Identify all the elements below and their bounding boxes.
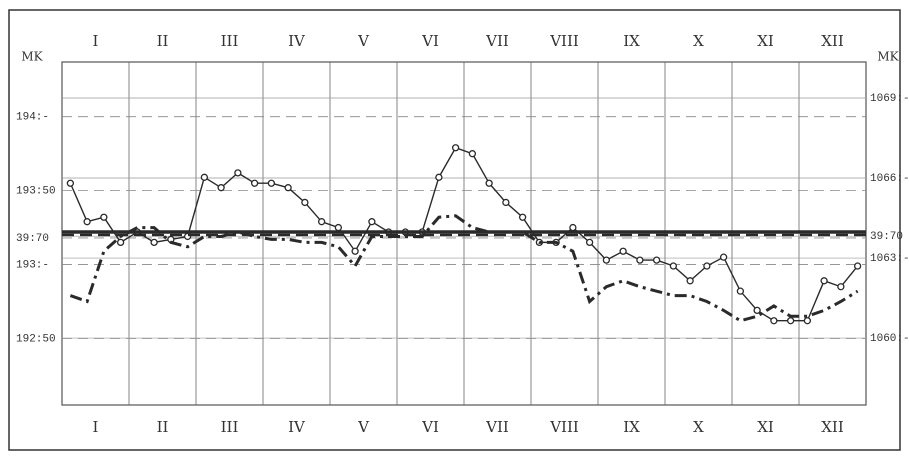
month-label: II	[157, 32, 169, 50]
y2-tick-label: 1060:-	[870, 333, 909, 345]
y2-tick-label: 1066:-	[870, 173, 909, 185]
y-tick-label: 39:70	[16, 233, 49, 245]
month-label: VI	[421, 418, 439, 436]
point	[569, 223, 577, 232]
point	[736, 287, 745, 295]
month-label: I	[93, 418, 99, 436]
month-label: V	[357, 32, 370, 50]
month-label: III	[221, 418, 239, 436]
point	[636, 256, 644, 264]
month-label: VIII	[549, 418, 579, 436]
point	[468, 150, 477, 158]
point	[250, 179, 259, 187]
series-line	[69, 214, 859, 323]
point	[301, 198, 309, 207]
month-label: VII	[485, 418, 509, 436]
y-axis-label: MK	[21, 50, 43, 64]
point	[83, 218, 91, 226]
month-label: I	[93, 32, 99, 50]
series-line	[69, 146, 859, 322]
month-label: XII	[821, 32, 844, 50]
point	[200, 173, 209, 181]
y2-tick-label: 1063:-	[870, 253, 909, 265]
month-label: X	[693, 32, 704, 50]
month-label: IV	[288, 418, 306, 436]
point	[334, 223, 343, 232]
month-label: III	[221, 32, 239, 50]
point	[284, 184, 292, 192]
month-label: IV	[288, 32, 306, 50]
y2-tick-label: 39:70	[870, 231, 903, 243]
y2-axis-label: MK	[877, 50, 899, 64]
point	[602, 256, 611, 264]
point	[116, 238, 125, 247]
point	[619, 247, 627, 255]
month-label: VI	[421, 32, 439, 50]
point	[100, 213, 108, 221]
point	[837, 283, 845, 291]
point	[719, 253, 728, 261]
point	[669, 262, 678, 270]
point	[485, 179, 493, 187]
point	[585, 238, 594, 247]
point	[317, 218, 326, 226]
point	[753, 306, 761, 315]
month-label: XII	[821, 418, 844, 436]
month-label: XI	[757, 418, 774, 436]
point	[150, 238, 158, 247]
point	[217, 184, 225, 192]
point	[652, 256, 661, 264]
y-tick-label: 193:-	[16, 259, 49, 271]
point	[518, 213, 527, 221]
month-label: V	[357, 418, 370, 436]
point	[351, 247, 359, 255]
frame	[8, 9, 901, 451]
month-label: VII	[485, 32, 509, 50]
point	[786, 317, 795, 325]
month-label: VIII	[549, 32, 579, 50]
y-tick-label: 192:50	[16, 333, 56, 345]
point	[770, 317, 778, 325]
point	[435, 173, 443, 181]
point	[234, 169, 242, 177]
point	[803, 317, 812, 325]
month-label: IX	[623, 418, 640, 436]
month-label: II	[157, 418, 169, 436]
point	[853, 262, 862, 270]
point	[368, 218, 376, 226]
month-label: X	[693, 418, 704, 436]
month-label: XI	[757, 32, 774, 50]
month-label: IX	[623, 32, 640, 50]
point	[502, 198, 510, 207]
y2-tick-label: 1069:-	[870, 93, 909, 105]
point	[686, 277, 694, 285]
point	[703, 262, 711, 270]
y-tick-label: 194:-	[16, 112, 49, 124]
point	[451, 144, 460, 152]
y-tick-label: 193:50	[16, 186, 56, 198]
point	[267, 179, 276, 187]
point	[820, 277, 828, 285]
point	[66, 179, 75, 187]
